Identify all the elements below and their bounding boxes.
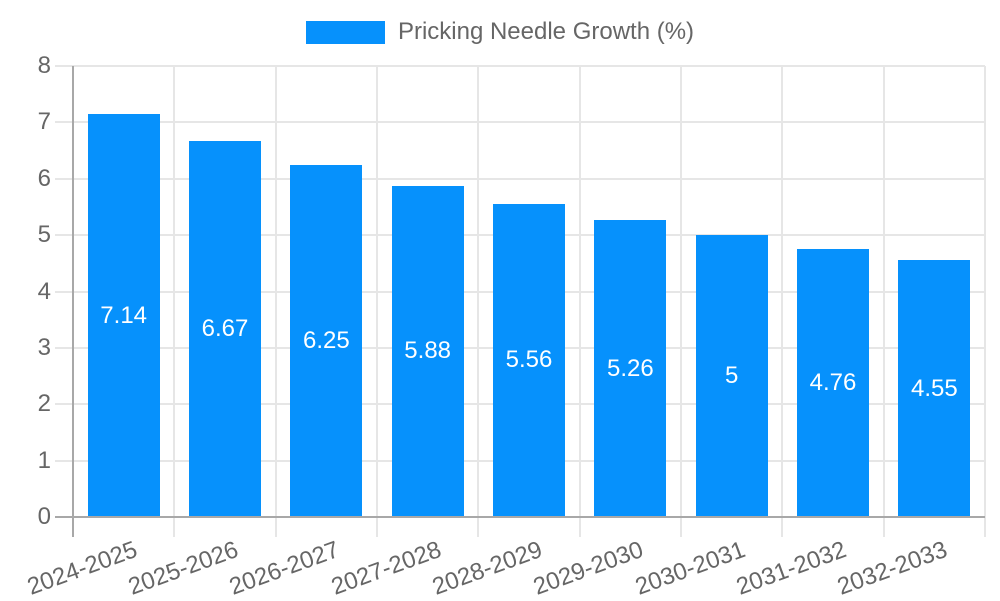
gridline-vertical [376, 66, 378, 537]
gridline-vertical [882, 66, 885, 537]
gridline-vertical [781, 66, 784, 537]
y-tick-label: 3 [37, 333, 51, 361]
gridline-horizontal [55, 177, 985, 180]
x-tick-label: 2027-2028 [327, 536, 445, 601]
y-tick-label: 5 [37, 221, 51, 249]
x-tick-label: 2026-2027 [226, 536, 344, 601]
gridline-vertical [680, 66, 682, 537]
bar[interactable]: 7.14 [87, 114, 160, 517]
bar-value-label: 5 [724, 362, 739, 390]
x-tick-label: 2024-2025 [23, 536, 141, 601]
bar-value-label: 6.67 [201, 314, 249, 342]
y-tick-label: 7 [37, 108, 51, 136]
x-tick-label: 2028-2029 [428, 536, 546, 601]
bar[interactable]: 4.76 [797, 248, 869, 517]
gridline-horizontal [55, 65, 985, 67]
x-tick-label: 2032-2033 [834, 536, 952, 601]
y-tick-label: 0 [37, 503, 51, 530]
y-tick-label: 4 [37, 277, 51, 305]
bar-value-label: 7.14 [100, 301, 148, 329]
x-axis-line [55, 516, 985, 518]
x-tick-label: 2029-2030 [530, 536, 648, 601]
x-tick-label: 2031-2032 [732, 536, 850, 601]
x-tick-label: 2030-2031 [631, 536, 749, 601]
gridline-vertical [274, 66, 277, 537]
legend-swatch [305, 20, 385, 44]
y-tick-label: 2 [37, 390, 51, 418]
gridline-vertical [477, 66, 480, 537]
x-tick-label: 2025-2026 [124, 536, 242, 601]
bar-value-label: 5.88 [404, 337, 452, 365]
bar[interactable]: 6.25 [290, 164, 363, 517]
bar-value-label: 5.56 [505, 346, 553, 374]
y-tick-label: 8 [37, 52, 51, 79]
bar-value-label: 4.55 [910, 374, 958, 402]
bar-value-label: 6.25 [302, 326, 350, 354]
gridline-vertical [578, 66, 581, 537]
y-tick-label: 6 [37, 164, 51, 192]
gridline-vertical [173, 66, 176, 537]
bar[interactable]: 5 [695, 235, 768, 517]
bar[interactable]: 5.56 [493, 203, 565, 517]
legend[interactable]: Pricking Needle Growth (%) [0, 19, 1000, 45]
bar[interactable]: 5.26 [594, 220, 667, 517]
legend-label: Pricking Needle Growth (%) [397, 18, 695, 45]
gridline-vertical [984, 66, 986, 537]
y-axis-line [72, 66, 74, 537]
bar[interactable]: 5.88 [391, 185, 464, 517]
bar[interactable]: 4.55 [898, 260, 971, 517]
y-tick-label: 1 [37, 446, 51, 474]
gridline-horizontal [55, 121, 985, 124]
bar[interactable]: 6.67 [189, 140, 261, 517]
bar-value-label: 4.76 [809, 368, 857, 396]
bar-value-label: 5.26 [606, 354, 654, 382]
